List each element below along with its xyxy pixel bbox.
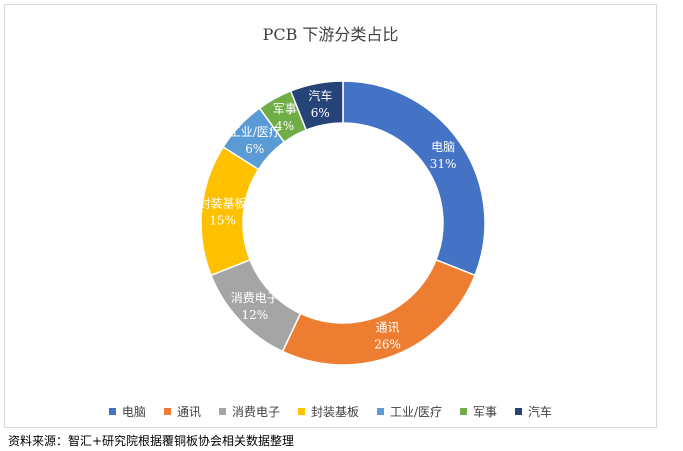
slice-value-label: 15%: [209, 214, 236, 228]
legend-item: 通讯: [163, 403, 201, 420]
donut-chart: 电脑 31% 通讯 26% 消费电子 12% 封装基板 15% 工业/医疗 6% 军事 4% 汽车 6%: [199, 80, 486, 366]
chart-legend: 电脑 通讯 消费电子 封装基板 工业/医疗 军事 汽车: [5, 403, 656, 420]
legend-label: 消费电子: [231, 405, 280, 419]
legend-item: 电脑: [108, 403, 146, 420]
legend-swatch: [460, 408, 468, 415]
legend-label: 电脑: [121, 405, 146, 419]
legend-label: 汽车: [528, 405, 553, 419]
legend-label: 封装基板: [310, 405, 359, 419]
slice-category-label: 电脑: [431, 140, 455, 154]
slice-category-label: 汽车: [308, 88, 332, 103]
donut-slice-4: [200, 145, 260, 277]
donut-slice-3: [209, 258, 302, 353]
slice-value-label: 6%: [311, 106, 330, 120]
legend-item: 汽车: [515, 403, 552, 420]
source-note: 资料来源：智汇+研究院根据覆铜板协会相关数据整理: [8, 434, 295, 448]
slice-category-label: 军事: [273, 102, 297, 116]
slice-value-label: 6%: [245, 142, 264, 156]
legend-item: 工业/医疗: [376, 403, 443, 420]
slice-category-label: 通讯: [376, 321, 400, 335]
legend-swatch: [108, 408, 116, 415]
legend-label: 工业/医疗: [389, 405, 443, 419]
slice-value-label: 26%: [374, 338, 401, 352]
slice-value-label: 4%: [275, 119, 294, 133]
legend-swatch: [376, 408, 384, 415]
legend-item: 封装基板: [297, 403, 359, 420]
legend-item: 军事: [460, 403, 497, 420]
chart-title: PCB 下游分类占比: [262, 25, 399, 44]
chart-frame: PCB 下游分类占比 电脑 31% 通讯 26% 消费电子 12% 封装基板 15% 工业/医疗…: [4, 4, 657, 428]
donut-slice-7: [289, 80, 344, 131]
slice-value-label: 12%: [241, 308, 268, 322]
legend-label: 通讯: [176, 405, 201, 419]
legend-item: 消费电子: [218, 403, 280, 420]
slice-value-label: 31%: [430, 157, 457, 171]
slice-category-label: 工业/医疗: [229, 125, 281, 139]
slice-category-label: 封装基板: [199, 197, 247, 211]
legend-label: 军事: [473, 405, 498, 419]
donut-slice-1: [342, 80, 486, 277]
legend-swatch: [515, 408, 523, 415]
slice-category-label: 消费电子: [231, 291, 279, 305]
legend-swatch: [218, 408, 226, 415]
legend-swatch: [163, 408, 171, 415]
legend-swatch: [297, 408, 305, 415]
